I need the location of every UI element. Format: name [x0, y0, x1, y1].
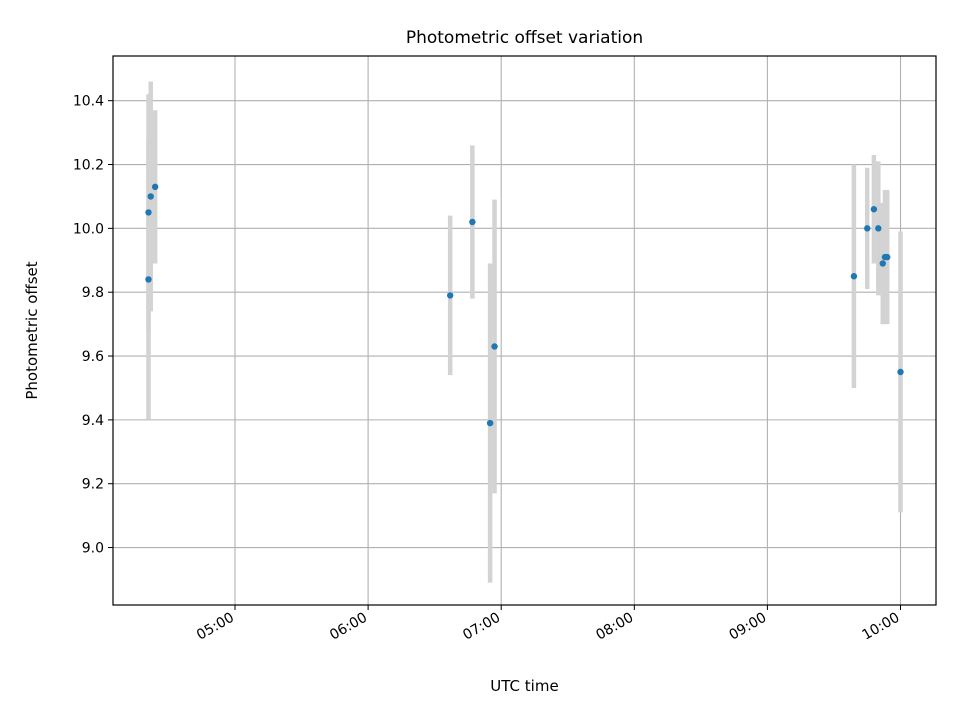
data-point	[879, 260, 886, 267]
data-point	[147, 193, 154, 200]
data-point	[864, 225, 871, 232]
data-point	[883, 253, 891, 261]
data-point	[151, 183, 159, 191]
y-tick-label: 9.6	[82, 349, 104, 365]
data-point	[145, 276, 152, 283]
y-axis-label: Photometric offset	[23, 261, 41, 399]
y-axis: 9.0 9.2 9.4 9.6 9.8 10.0 10.2 10.4	[73, 94, 113, 557]
data-point	[875, 225, 882, 232]
y-tick-label: 9.8	[82, 285, 104, 301]
y-tick-label: 10.4	[73, 94, 104, 110]
data-point	[145, 209, 152, 216]
x-axis-label: UTC time	[490, 677, 558, 695]
y-tick-label: 10.0	[73, 221, 104, 237]
data-point	[897, 368, 904, 376]
y-tick-label: 9.4	[82, 413, 104, 429]
data-point	[469, 218, 476, 226]
data-point	[446, 292, 454, 299]
data-points	[145, 183, 904, 427]
data-point	[491, 343, 498, 350]
chart-title: Photometric offset variation	[406, 28, 643, 48]
data-point	[870, 206, 878, 213]
y-tick-label: 9.0	[82, 541, 104, 557]
y-tick-label: 9.2	[82, 477, 104, 493]
data-point	[850, 273, 858, 280]
y-tick-label: 10.2	[73, 158, 104, 174]
data-point	[486, 419, 494, 427]
plot-frame	[112, 55, 937, 606]
